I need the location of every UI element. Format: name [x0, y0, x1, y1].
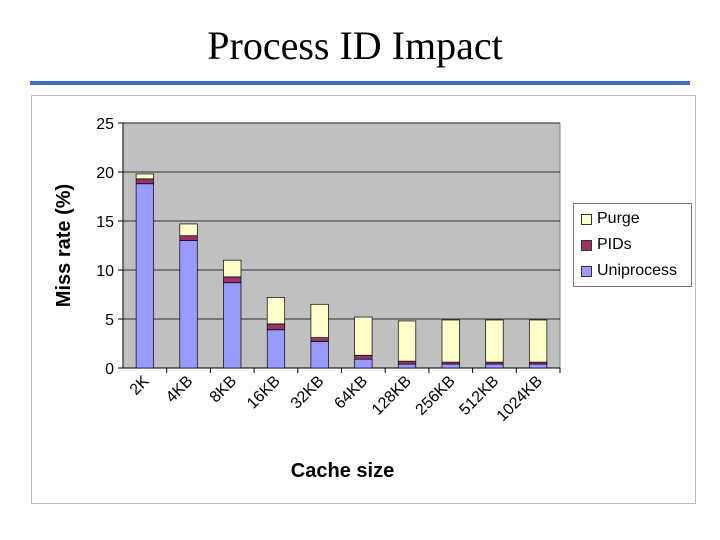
legend-swatch-pids [581, 239, 592, 251]
bar-segment-uniprocess [179, 240, 198, 369]
x-tick-label: 32KB [288, 373, 328, 413]
slide-title: Process ID Impact [207, 23, 503, 68]
bar-segment-uniprocess [310, 341, 329, 369]
x-axis-title: Cache size [291, 460, 394, 482]
y-tick-label: 0 [105, 361, 114, 378]
bar-segment-pids [266, 323, 286, 331]
bar-segment-uniprocess [441, 363, 460, 369]
x-tick-label: 4KB [163, 373, 196, 406]
chart-legend: Purge PIDs Uniprocess [573, 203, 692, 287]
legend-item-purge: Purge [581, 210, 640, 228]
bar-segment-pids [223, 276, 242, 284]
bar-segment-uniprocess [397, 363, 417, 369]
bar-segment-pids [135, 178, 154, 185]
legend-item-pids: PIDs [581, 236, 632, 254]
bar-segment-purge [310, 303, 329, 338]
bar-segment-uniprocess [485, 363, 504, 369]
bar-segment-purge [135, 173, 154, 180]
bar-segment-purge [354, 316, 373, 356]
bar-segment-purge [485, 319, 504, 363]
bar-segment-purge [223, 259, 242, 278]
y-tick-label: 15 [96, 214, 114, 231]
bar-segment-purge [397, 320, 417, 362]
bar-segment-uniprocess [135, 183, 154, 369]
bar-segment-pids [397, 360, 417, 365]
title-divider [30, 81, 690, 85]
y-tick-label: 10 [96, 263, 114, 280]
bar-segment-uniprocess [529, 363, 548, 369]
bar-segment-purge [441, 319, 460, 363]
x-tick-label: 256KB [413, 373, 459, 419]
y-tick-label: 25 [96, 116, 114, 133]
chart-frame: 0 5 10 15 20 25 2K 4KB 8KB 16KB 32KB 64KB 128KB 256KB… [31, 95, 696, 504]
bar-segment-purge [266, 297, 286, 325]
y-tick-label: 5 [105, 312, 114, 329]
bar-segment-uniprocess [223, 282, 242, 369]
x-tick-label: 16KB [244, 373, 284, 413]
bar-segment-purge [529, 319, 548, 363]
x-tick-label: 128KB [369, 373, 415, 419]
x-tick-label: 64KB [331, 373, 371, 413]
bar-segment-uniprocess [266, 329, 286, 369]
miss-rate-chart: 0 5 10 15 20 25 2K 4KB 8KB 16KB 32KB 64KB128KB256KB… [53, 116, 561, 482]
x-tick-label: 8KB [207, 373, 240, 406]
bar-segment-pids [179, 235, 198, 241]
y-axis-title: Miss rate (%) [53, 184, 75, 307]
legend-item-uniprocess: Uniprocess [581, 262, 677, 280]
legend-swatch-uniprocess [581, 265, 592, 277]
x-tick-label: 1024KB [494, 373, 546, 425]
legend-swatch-purge [581, 213, 592, 225]
bar-segment-pids [310, 337, 329, 342]
legend-label: PIDs [597, 236, 632, 253]
y-tick-label: 20 [96, 165, 114, 182]
legend-label: Purge [597, 210, 640, 227]
bar-segment-purge [179, 223, 198, 237]
x-tick-label: 2K [127, 373, 153, 399]
bar-segment-uniprocess [354, 358, 373, 369]
legend-label: Uniprocess [597, 262, 678, 279]
bar-segment-pids [354, 354, 373, 360]
